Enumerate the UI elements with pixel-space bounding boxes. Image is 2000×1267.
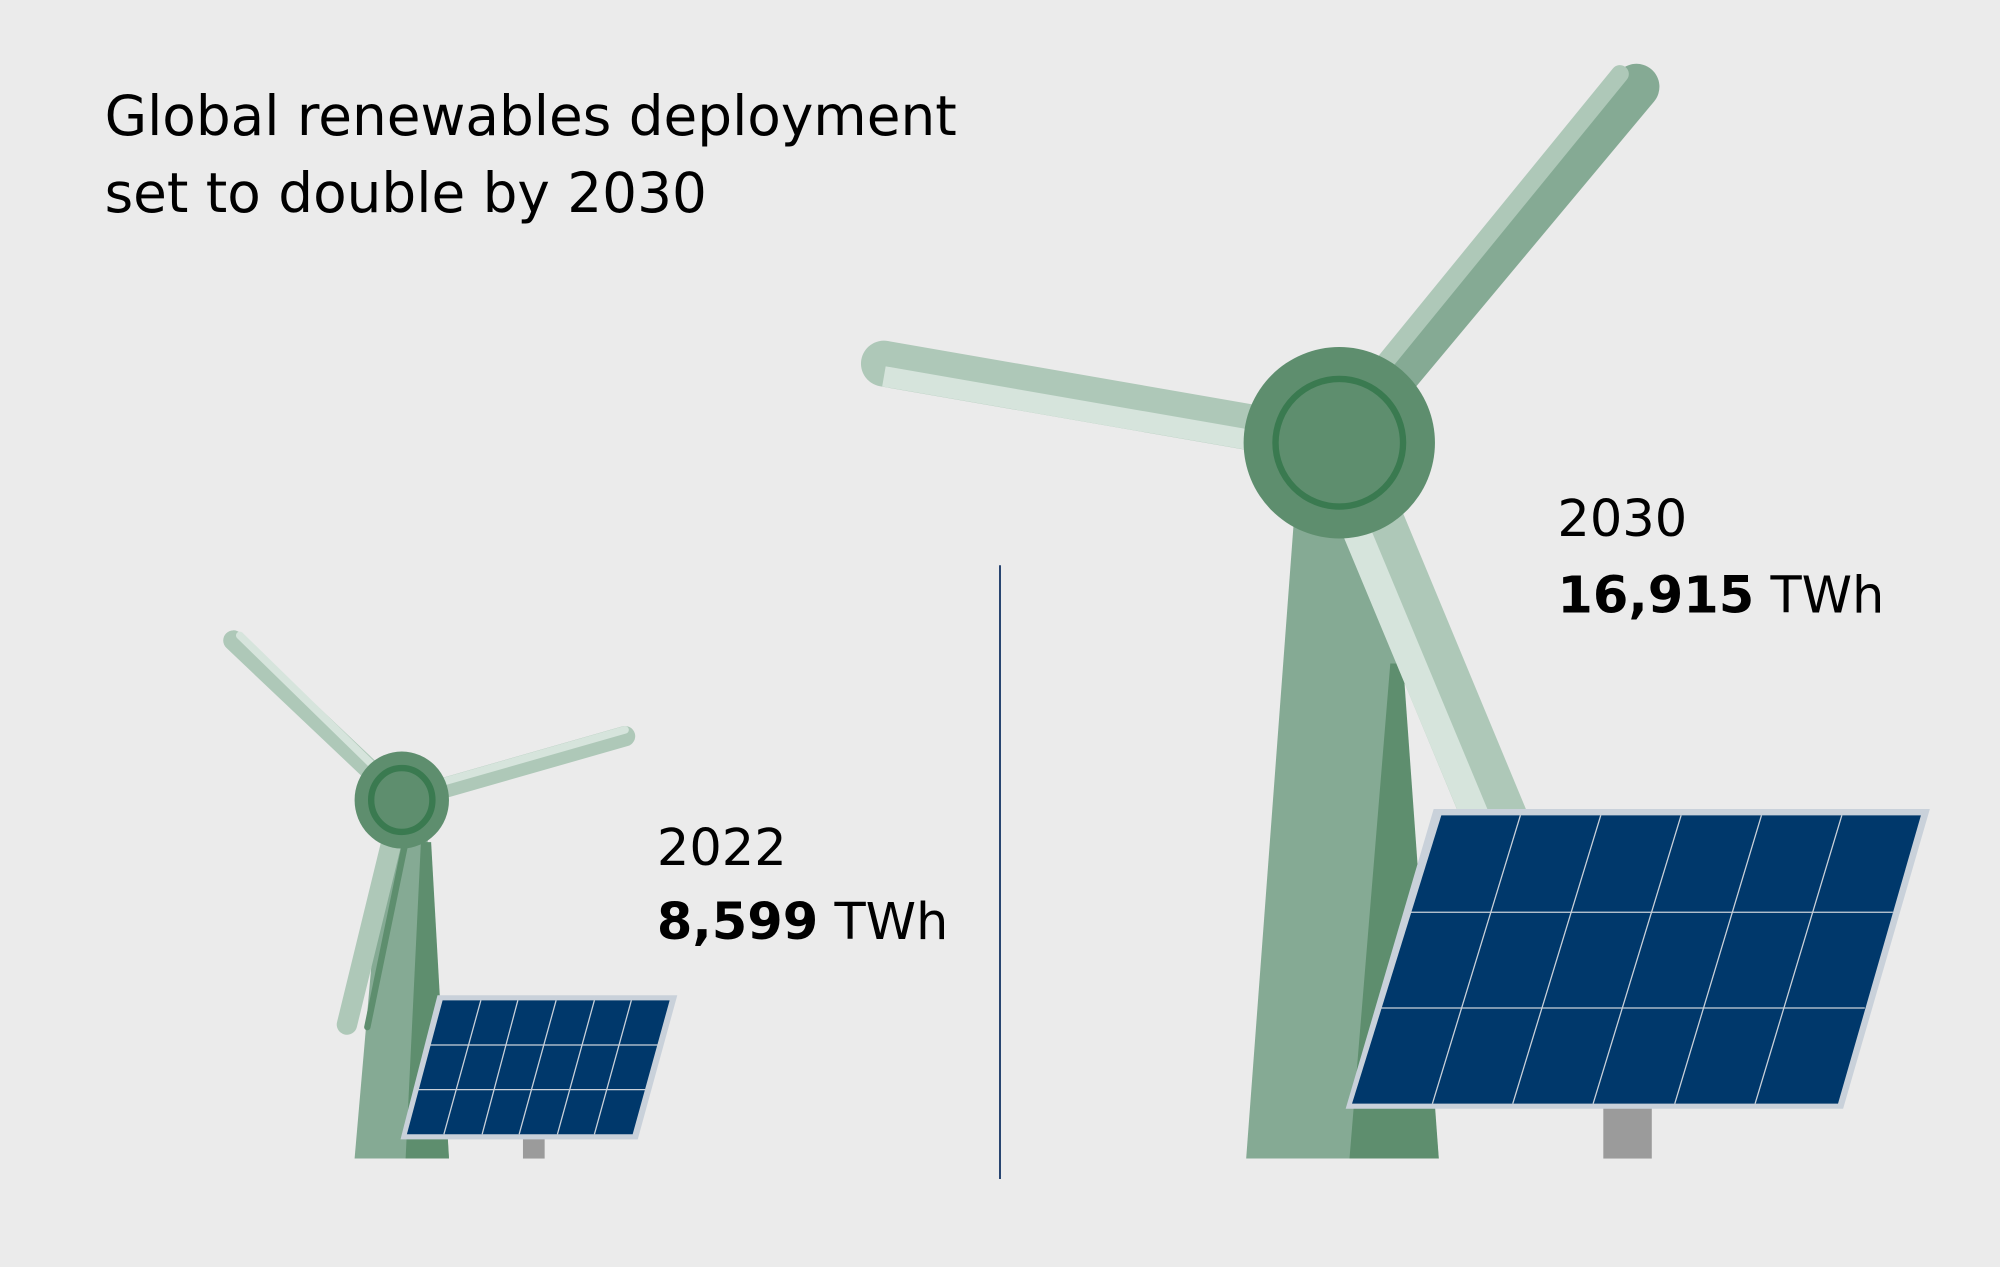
year-2030-label: 2030: [1557, 490, 1687, 549]
year-2022-label: 2022: [657, 819, 787, 878]
value-2022-number: 8,599: [657, 893, 818, 952]
value-2030: 16,915 TWh: [1557, 566, 1884, 625]
small-solar-panel-icon: [400, 995, 678, 1159]
value-2030-number: 16,915: [1557, 566, 1754, 625]
title-line-1: Global renewables deployment: [105, 84, 957, 148]
title-line-2: set to double by 2030: [105, 161, 707, 225]
value-2030-unit: TWh: [1754, 566, 1884, 625]
value-2022: 8,599 TWh: [657, 893, 948, 952]
large-solar-panel-icon: [1345, 808, 1930, 1159]
value-2022-unit: TWh: [818, 893, 948, 952]
